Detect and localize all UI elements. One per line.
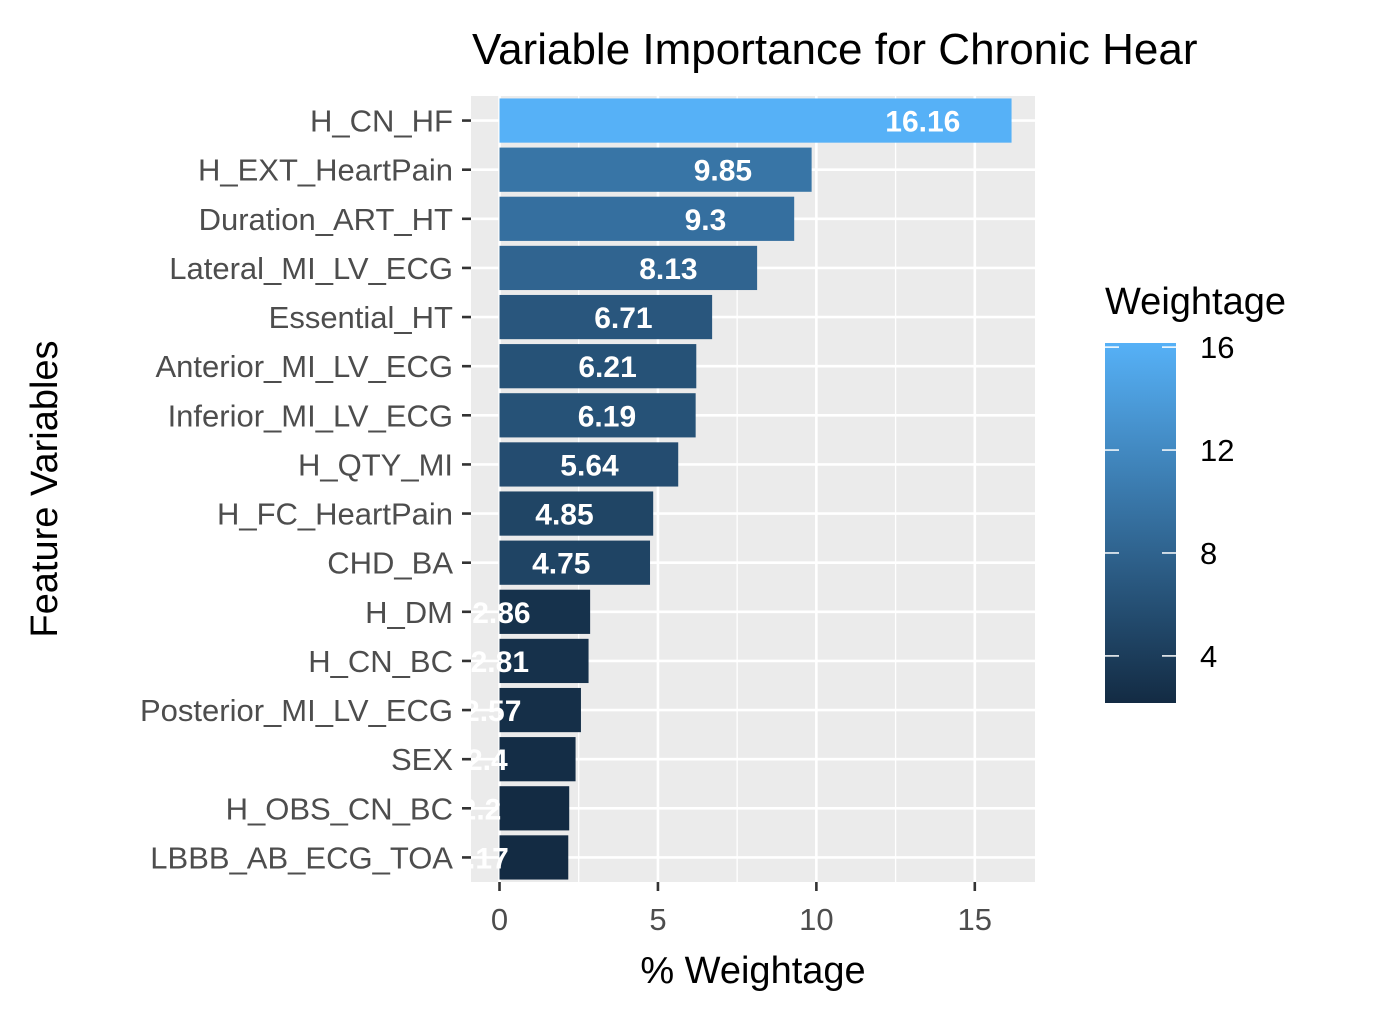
x-tick-label: 10	[799, 902, 833, 937]
y-tick-label: H_CN_BC	[308, 644, 453, 679]
bar	[499, 540, 651, 585]
x-tick-label: 15	[958, 902, 992, 937]
bar-value-label: 2.17	[450, 842, 508, 875]
bar	[499, 196, 795, 241]
bar	[499, 589, 591, 634]
bar	[499, 98, 1012, 143]
y-tick-label: LBBB_AB_ECG_TOA	[150, 840, 453, 875]
bar-value-label: 5.64	[560, 449, 619, 482]
bar	[499, 638, 589, 684]
bars	[499, 98, 1012, 880]
bar-value-label: 6.21	[578, 351, 636, 384]
legend-ticks: 4 8 12 16	[1105, 330, 1234, 674]
y-tick-label: Anterior_MI_LV_ECG	[156, 349, 454, 384]
y-tick-label: SEX	[391, 742, 453, 777]
bar-value-label: 4.75	[532, 548, 590, 581]
y-tick-label: CHD_BA	[327, 546, 453, 581]
bar-value-label: 2.81	[471, 646, 529, 679]
legend-tick-label: 8	[1200, 536, 1217, 571]
bar	[499, 294, 713, 340]
bar-value-labels: 16.16 9.85 9.3 8.13 6.71 6.21 6.19 5.64 4.85 4.75…	[450, 106, 960, 876]
bar	[499, 835, 569, 880]
bar-value-label: 2.2	[460, 793, 502, 826]
bar-value-label: 9.85	[694, 155, 752, 188]
bar-value-label: 16.16	[885, 106, 960, 139]
x-tick-label: 5	[649, 902, 666, 937]
x-tick-label: 0	[491, 902, 508, 937]
x-axis: 0 5 10 15	[491, 882, 992, 937]
bar-value-label: 8.13	[639, 253, 697, 286]
bar-value-label: 6.19	[578, 400, 636, 433]
y-tick-label: Essential_HT	[269, 300, 453, 335]
bar	[499, 245, 758, 291]
y-tick-label: Duration_ART_HT	[199, 202, 453, 237]
bar-value-label: 4.85	[535, 499, 593, 532]
bar-value-label: 2.4	[466, 744, 508, 777]
y-tick-label: Posterior_MI_LV_ECG	[140, 693, 453, 728]
chart-title: Variable Importance for Chronic Hear	[472, 25, 1198, 74]
bar	[499, 442, 679, 487]
legend-tick-label: 16	[1200, 330, 1234, 365]
bar-value-label: 2.86	[472, 597, 530, 630]
y-axis-title: Feature Variables	[24, 340, 66, 637]
x-axis-title: % Weightage	[640, 950, 865, 992]
legend-tick-label: 4	[1200, 639, 1217, 674]
bar	[499, 687, 581, 733]
y-tick-label: H_DM	[365, 595, 453, 630]
y-tick-label: H_CN_HF	[310, 104, 453, 139]
legend-tick-label: 12	[1200, 433, 1234, 468]
y-tick-label: Inferior_MI_LV_ECG	[168, 398, 453, 433]
bar	[499, 786, 570, 831]
y-tick-label: Lateral_MI_LV_ECG	[169, 251, 453, 286]
bar	[499, 737, 576, 782]
y-tick-label: H_FC_HeartPain	[217, 497, 453, 532]
bar	[499, 393, 696, 438]
legend-colorbar	[1105, 343, 1176, 703]
y-tick-label: H_QTY_MI	[298, 447, 453, 482]
bar	[499, 491, 654, 536]
bar	[499, 147, 812, 192]
bar-value-label: 6.71	[594, 302, 652, 335]
bar-value-label: 9.3	[685, 204, 727, 237]
y-tick-label: H_EXT_HeartPain	[198, 153, 453, 188]
y-axis: H_CN_HF H_EXT_HeartPain Duration_ART_HT Lat…	[140, 104, 471, 875]
bar	[499, 344, 697, 389]
color-legend: Weightage 4 8 12 16	[1105, 281, 1286, 703]
bar-value-label: 2.57	[463, 695, 521, 728]
y-tick-label: H_OBS_CN_BC	[226, 791, 453, 826]
legend-title: Weightage	[1105, 281, 1286, 323]
